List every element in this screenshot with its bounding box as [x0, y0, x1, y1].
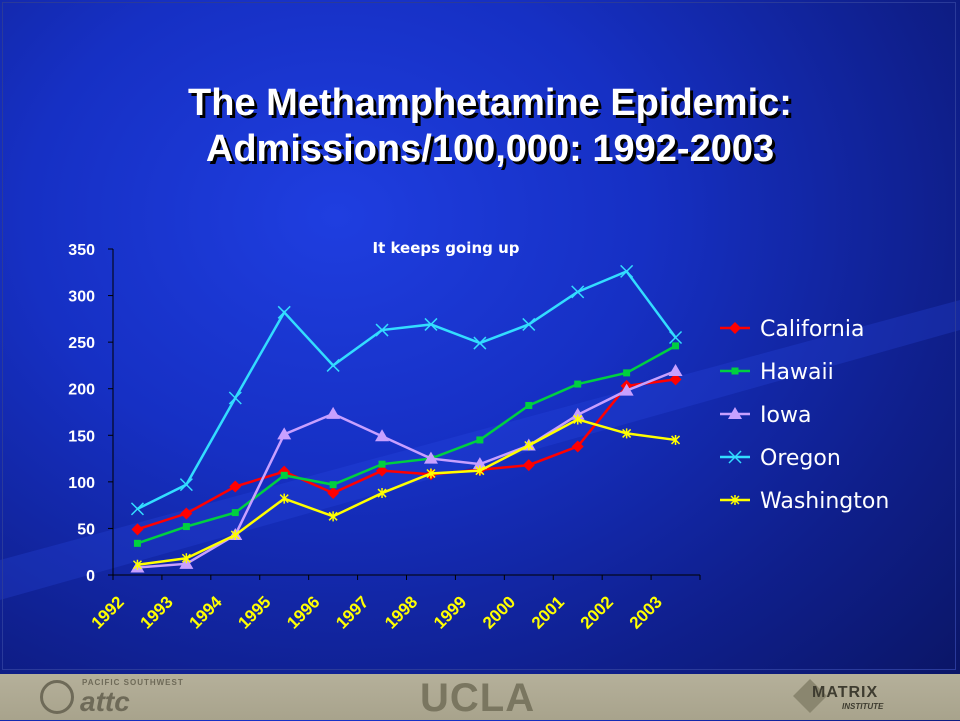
- y-tick-label: 150: [68, 428, 95, 445]
- legend-marker-hawaii: [731, 367, 739, 375]
- x-tick-label: 1994: [185, 592, 226, 633]
- data-point-washington: [279, 493, 289, 504]
- data-point-oregon: [179, 478, 193, 492]
- data-point-oregon: [326, 358, 340, 372]
- x-tick-label: 1998: [381, 592, 421, 632]
- x-tick-label: 2003: [626, 592, 666, 632]
- data-point-oregon: [424, 317, 438, 331]
- data-point-hawaii: [476, 436, 484, 444]
- legend-marker-oregon: [728, 450, 742, 464]
- x-tick-label: 1992: [88, 592, 128, 632]
- data-point-oregon: [522, 317, 536, 331]
- y-tick-label: 250: [68, 335, 95, 352]
- data-point-washington: [328, 511, 338, 522]
- data-point-hawaii: [672, 342, 680, 350]
- legend-marker-washington: [730, 495, 740, 505]
- data-point-iowa: [472, 457, 487, 470]
- attc-region-label: PACIFIC SOUTHWEST: [82, 678, 184, 687]
- data-point-california: [571, 440, 584, 453]
- attc-logo-icon: [40, 680, 74, 714]
- data-point-oregon: [620, 264, 634, 278]
- slide-title: The Methamphetamine Epidemic: Admissions…: [90, 80, 890, 172]
- legend-label-california: California: [760, 317, 864, 342]
- data-point-hawaii: [574, 380, 582, 388]
- slide-frame: [2, 2, 956, 670]
- series-line-oregon: [136, 269, 677, 510]
- data-point-washington: [426, 468, 436, 479]
- data-point-washington: [524, 440, 534, 451]
- data-point-california: [522, 459, 535, 472]
- data-point-hawaii: [378, 460, 386, 468]
- data-point-hawaii: [525, 401, 533, 409]
- y-tick-label: 0: [86, 568, 95, 585]
- x-tick-label: 1999: [430, 592, 470, 632]
- y-tick-label: 100: [68, 475, 95, 492]
- data-point-hawaii: [231, 509, 239, 517]
- title-line-2: Admissions/100,000: 1992-2003: [205, 128, 775, 170]
- data-point-oregon: [130, 502, 144, 516]
- data-point-washington: [377, 488, 387, 499]
- data-point-oregon: [228, 391, 242, 405]
- data-point-iowa: [619, 383, 634, 396]
- series-line-california: [137, 378, 676, 531]
- data-point-oregon: [277, 305, 291, 319]
- data-point-hawaii: [182, 523, 190, 531]
- legend-marker-california: [729, 322, 741, 334]
- data-point-washington: [671, 434, 681, 445]
- data-point-iowa: [423, 451, 438, 464]
- y-tick-label: 200: [68, 382, 95, 399]
- data-point-california: [376, 464, 389, 477]
- data-point-california: [327, 487, 340, 500]
- legend-label-iowa: Iowa: [760, 403, 811, 428]
- legend-label-oregon: Oregon: [760, 446, 841, 471]
- legend-label-washington: Washington: [760, 489, 889, 514]
- chart-annotation: It keeps going up: [372, 239, 519, 257]
- x-tick-label: 1997: [332, 592, 372, 632]
- data-point-oregon: [571, 285, 585, 299]
- data-point-iowa: [326, 406, 341, 419]
- x-tick-label: 1996: [283, 592, 323, 632]
- series-line-hawaii: [137, 344, 677, 545]
- series-line-iowa: [137, 369, 677, 569]
- y-tick-label: 300: [68, 289, 95, 306]
- series-line-washington: [137, 418, 676, 566]
- x-tick-label: 1995: [234, 592, 274, 632]
- data-point-iowa: [277, 427, 292, 440]
- x-tick-label: 1993: [137, 592, 177, 632]
- data-point-hawaii: [329, 481, 337, 489]
- legend-label-hawaii: Hawaii: [760, 360, 834, 385]
- data-point-oregon: [669, 330, 683, 345]
- data-point-oregon: [375, 323, 389, 337]
- data-point-iowa: [668, 364, 683, 377]
- x-tick-label: 2002: [577, 592, 617, 632]
- title-line-1: The Methamphetamine Epidemic:: [188, 82, 792, 124]
- matrix-logo-subtext: INSTITUTE: [842, 702, 884, 711]
- data-point-iowa: [375, 429, 390, 442]
- data-point-washington: [573, 414, 583, 425]
- y-tick-label: 50: [77, 521, 95, 538]
- data-point-california: [229, 480, 242, 493]
- data-point-california: [131, 523, 144, 536]
- attc-logo-text: attc: [80, 686, 130, 717]
- data-point-california: [180, 507, 193, 520]
- matrix-logo-text: MATRIX: [812, 684, 879, 701]
- legend-marker-iowa: [728, 407, 742, 419]
- data-point-washington: [622, 428, 632, 439]
- ucla-logo: UCLA: [420, 676, 536, 720]
- y-tick-label: 350: [68, 242, 95, 259]
- data-point-oregon: [473, 336, 487, 350]
- data-point-washington: [132, 559, 142, 570]
- x-tick-label: 2001: [528, 592, 568, 632]
- data-point-washington: [230, 529, 240, 540]
- data-point-washington: [181, 553, 191, 564]
- footer-bar: PACIFIC SOUTHWEST attc UCLA MATRIX INSTI…: [0, 674, 960, 720]
- data-point-california: [669, 373, 682, 386]
- data-point-hawaii: [133, 539, 141, 547]
- data-point-washington: [475, 465, 485, 476]
- data-point-hawaii: [280, 471, 288, 479]
- data-point-hawaii: [623, 369, 631, 377]
- x-tick-label: 2000: [479, 592, 519, 632]
